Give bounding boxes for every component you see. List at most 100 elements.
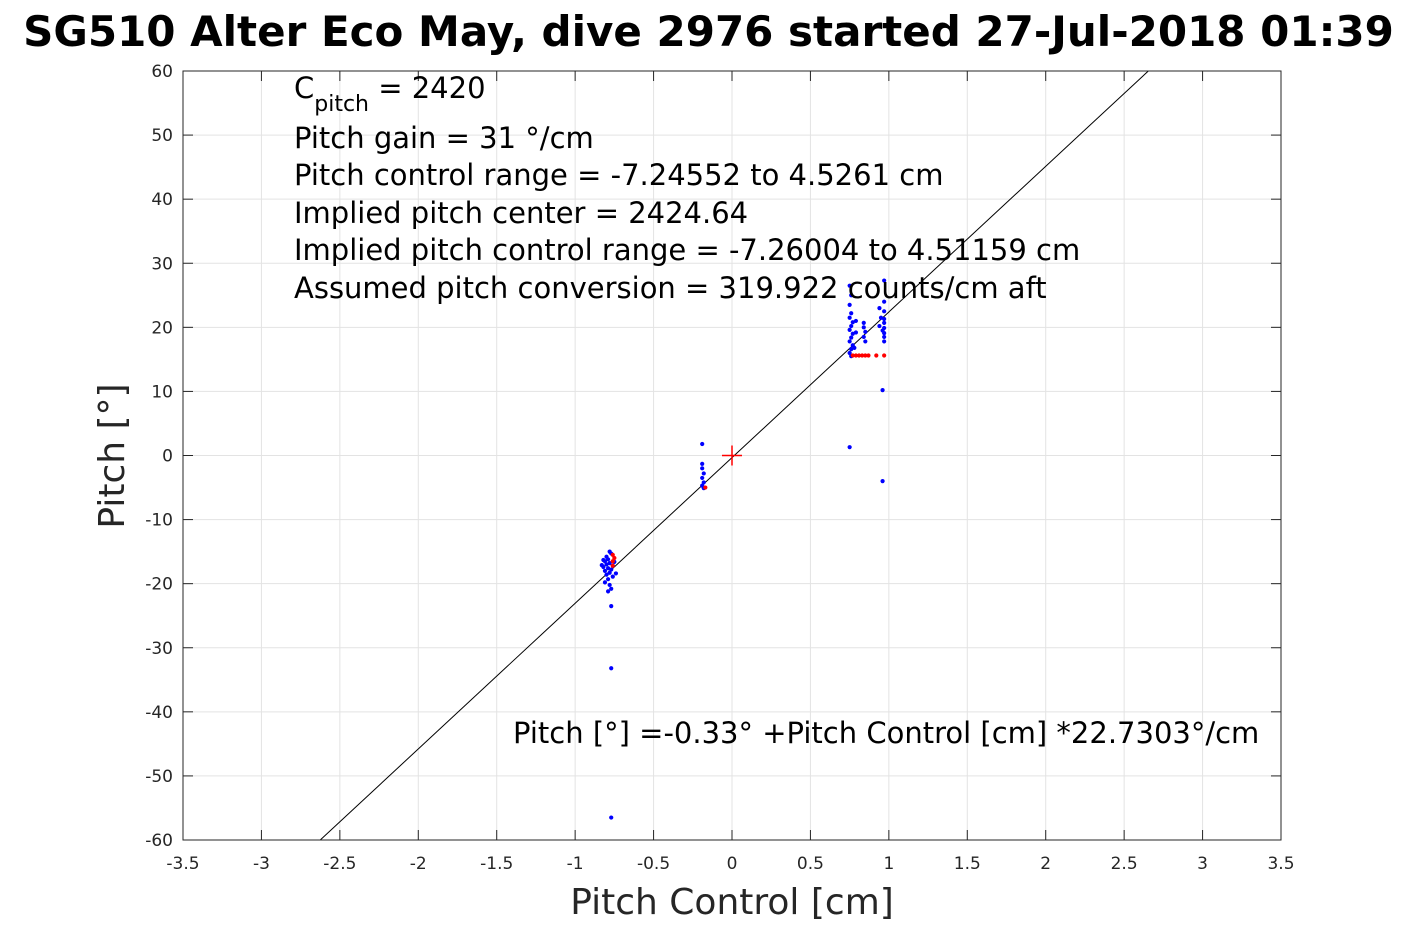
x-tick-label: 3.5 (1267, 854, 1294, 874)
annotation-fit-equation: Pitch [°] =-0.33° +Pitch Control [cm] *2… (513, 716, 1259, 750)
annotation-c-pitch: Cpitch = 2420 (294, 71, 486, 117)
data-point-blue (602, 580, 608, 585)
data-point-red (610, 552, 615, 557)
data-point-blue (877, 306, 882, 311)
data-point-blue (861, 334, 866, 340)
data-point-blue (882, 309, 887, 314)
data-point-blue (882, 320, 887, 325)
data-point-blue (599, 562, 604, 568)
x-tick-label: 2.5 (1111, 854, 1138, 874)
data-point-blue (609, 603, 614, 609)
data-point-blue (602, 568, 608, 573)
annotation-c-pitch-sub: pitch (314, 92, 369, 117)
y-tick-label: -60 (145, 831, 173, 851)
data-point-blue (601, 557, 606, 563)
data-point-blue (853, 318, 859, 324)
data-point-blue (852, 345, 857, 350)
y-tick-label: 20 (151, 318, 173, 338)
data-point-blue (882, 278, 887, 283)
x-axis-label: Pitch Control [cm] (570, 882, 894, 923)
data-point-blue (701, 480, 706, 485)
data-point-red (860, 353, 865, 358)
y-tick-labels: -60 -50 -40 -30 -20 -10 0 10 20 30 40 50 60 (145, 62, 173, 851)
data-point-blue (609, 586, 614, 591)
data-point-blue (853, 330, 859, 335)
data-point-blue (847, 339, 852, 344)
data-point-blue (880, 388, 885, 393)
x-tick-label: -2 (410, 854, 427, 874)
y-tick-label: -20 (145, 575, 173, 595)
annotation-implied-pitch-center: Implied pitch center = 2424.64 (294, 196, 748, 230)
axis-ticks (182, 70, 1282, 841)
data-point-blue (882, 331, 887, 336)
data-point-red (610, 559, 615, 564)
y-tick-label: 60 (151, 62, 173, 82)
data-point-blue (700, 475, 705, 481)
data-point-blue (605, 577, 611, 582)
data-point-blue (609, 567, 614, 572)
data-point-red (703, 485, 708, 490)
x-tick-label: -0.5 (637, 854, 670, 874)
data-point-red (850, 353, 855, 358)
x-tick-label: 1.5 (954, 854, 981, 874)
x-tick-label: -3.5 (166, 854, 199, 874)
x-tick-labels: -3.5 -3 -2.5 -2 -1.5 -1 -0.5 0 0.5 1 1.5 2 2.5 3 3.5 (166, 854, 1294, 874)
data-point-red (612, 555, 617, 561)
data-point-blue (847, 283, 852, 288)
data-point-red (874, 353, 879, 358)
y-tick-label: 30 (151, 254, 173, 274)
data-point-blue (861, 320, 866, 325)
chart-title: SG510 Alter Eco May, dive 2976 started 2… (23, 7, 1394, 56)
center-marker-group (722, 445, 742, 466)
data-point-blue (849, 323, 854, 329)
data-point-blue (604, 572, 609, 577)
x-tick-label: 0.5 (797, 854, 824, 874)
data-point-blue (700, 461, 705, 466)
annotation-assumed-pitch-conversion: Assumed pitch conversion = 319.922 count… (294, 271, 1047, 305)
data-point-blue (847, 350, 852, 356)
data-point-red (882, 353, 887, 358)
data-point-blue (863, 339, 868, 344)
x-tick-label: 0 (727, 854, 738, 874)
y-tick-label: 40 (151, 190, 173, 210)
data-point-blue (882, 334, 887, 340)
data-point-blue (849, 293, 854, 298)
data-point-blue (877, 323, 882, 329)
y-axis-label: Pitch [°] (92, 383, 133, 528)
data-point-blue (700, 441, 705, 447)
data-point-red (866, 353, 871, 358)
annotation-pitch-control-range: Pitch control range = -7.24552 to 4.5261… (294, 158, 943, 192)
data-point-blue (882, 339, 887, 344)
data-point-blue (847, 445, 852, 450)
annotation-implied-pitch-control-range: Implied pitch control range = -7.26004 t… (294, 233, 1080, 267)
data-point-blue (863, 329, 868, 334)
data-point-red (863, 353, 868, 358)
data-points (599, 278, 887, 820)
data-point-red (856, 353, 862, 358)
x-tick-label: -1.5 (480, 854, 513, 874)
data-point-blue (847, 315, 852, 320)
y-tick-label: -10 (145, 511, 173, 531)
y-tick-label: 50 (151, 126, 173, 146)
data-point-blue (849, 311, 854, 316)
data-point-blue (605, 589, 611, 594)
data-point-blue (701, 471, 706, 476)
data-point-blue (847, 327, 852, 332)
data-point-blue (607, 570, 612, 575)
x-tick-label: -1 (567, 854, 584, 874)
data-point-blue (849, 335, 854, 340)
annotation-c-pitch-base: C (294, 71, 314, 105)
x-tick-label: 2 (1040, 854, 1051, 874)
y-tick-label: -30 (145, 639, 173, 659)
data-point-red (853, 353, 859, 358)
data-point-blue (609, 815, 614, 820)
data-point-blue (880, 479, 885, 484)
data-point-blue (609, 666, 614, 671)
data-point-red (610, 563, 615, 568)
y-tick-label: 0 (162, 447, 173, 467)
data-point-blue (607, 582, 612, 588)
data-point-blue (882, 299, 887, 304)
data-point-blue (882, 325, 887, 331)
y-tick-label: -50 (145, 767, 173, 787)
